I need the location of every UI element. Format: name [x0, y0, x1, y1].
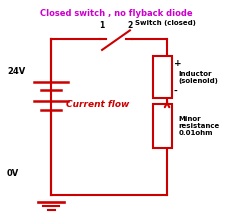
Text: 2: 2	[127, 21, 132, 30]
Text: Inductor
(solenoid): Inductor (solenoid)	[178, 71, 218, 84]
Text: Minor
resistance
0.01ohm: Minor resistance 0.01ohm	[178, 116, 219, 136]
Text: 24V: 24V	[7, 67, 25, 76]
Text: Closed switch , no flyback diode: Closed switch , no flyback diode	[40, 9, 191, 18]
Bar	[152, 104, 171, 148]
Bar	[152, 56, 171, 98]
Text: -: -	[173, 87, 177, 95]
Text: 0V: 0V	[7, 169, 19, 178]
Text: Current flow: Current flow	[65, 100, 129, 109]
Text: +: +	[173, 59, 181, 67]
Text: Switch (closed): Switch (closed)	[134, 20, 195, 26]
Text: 1: 1	[99, 21, 104, 30]
